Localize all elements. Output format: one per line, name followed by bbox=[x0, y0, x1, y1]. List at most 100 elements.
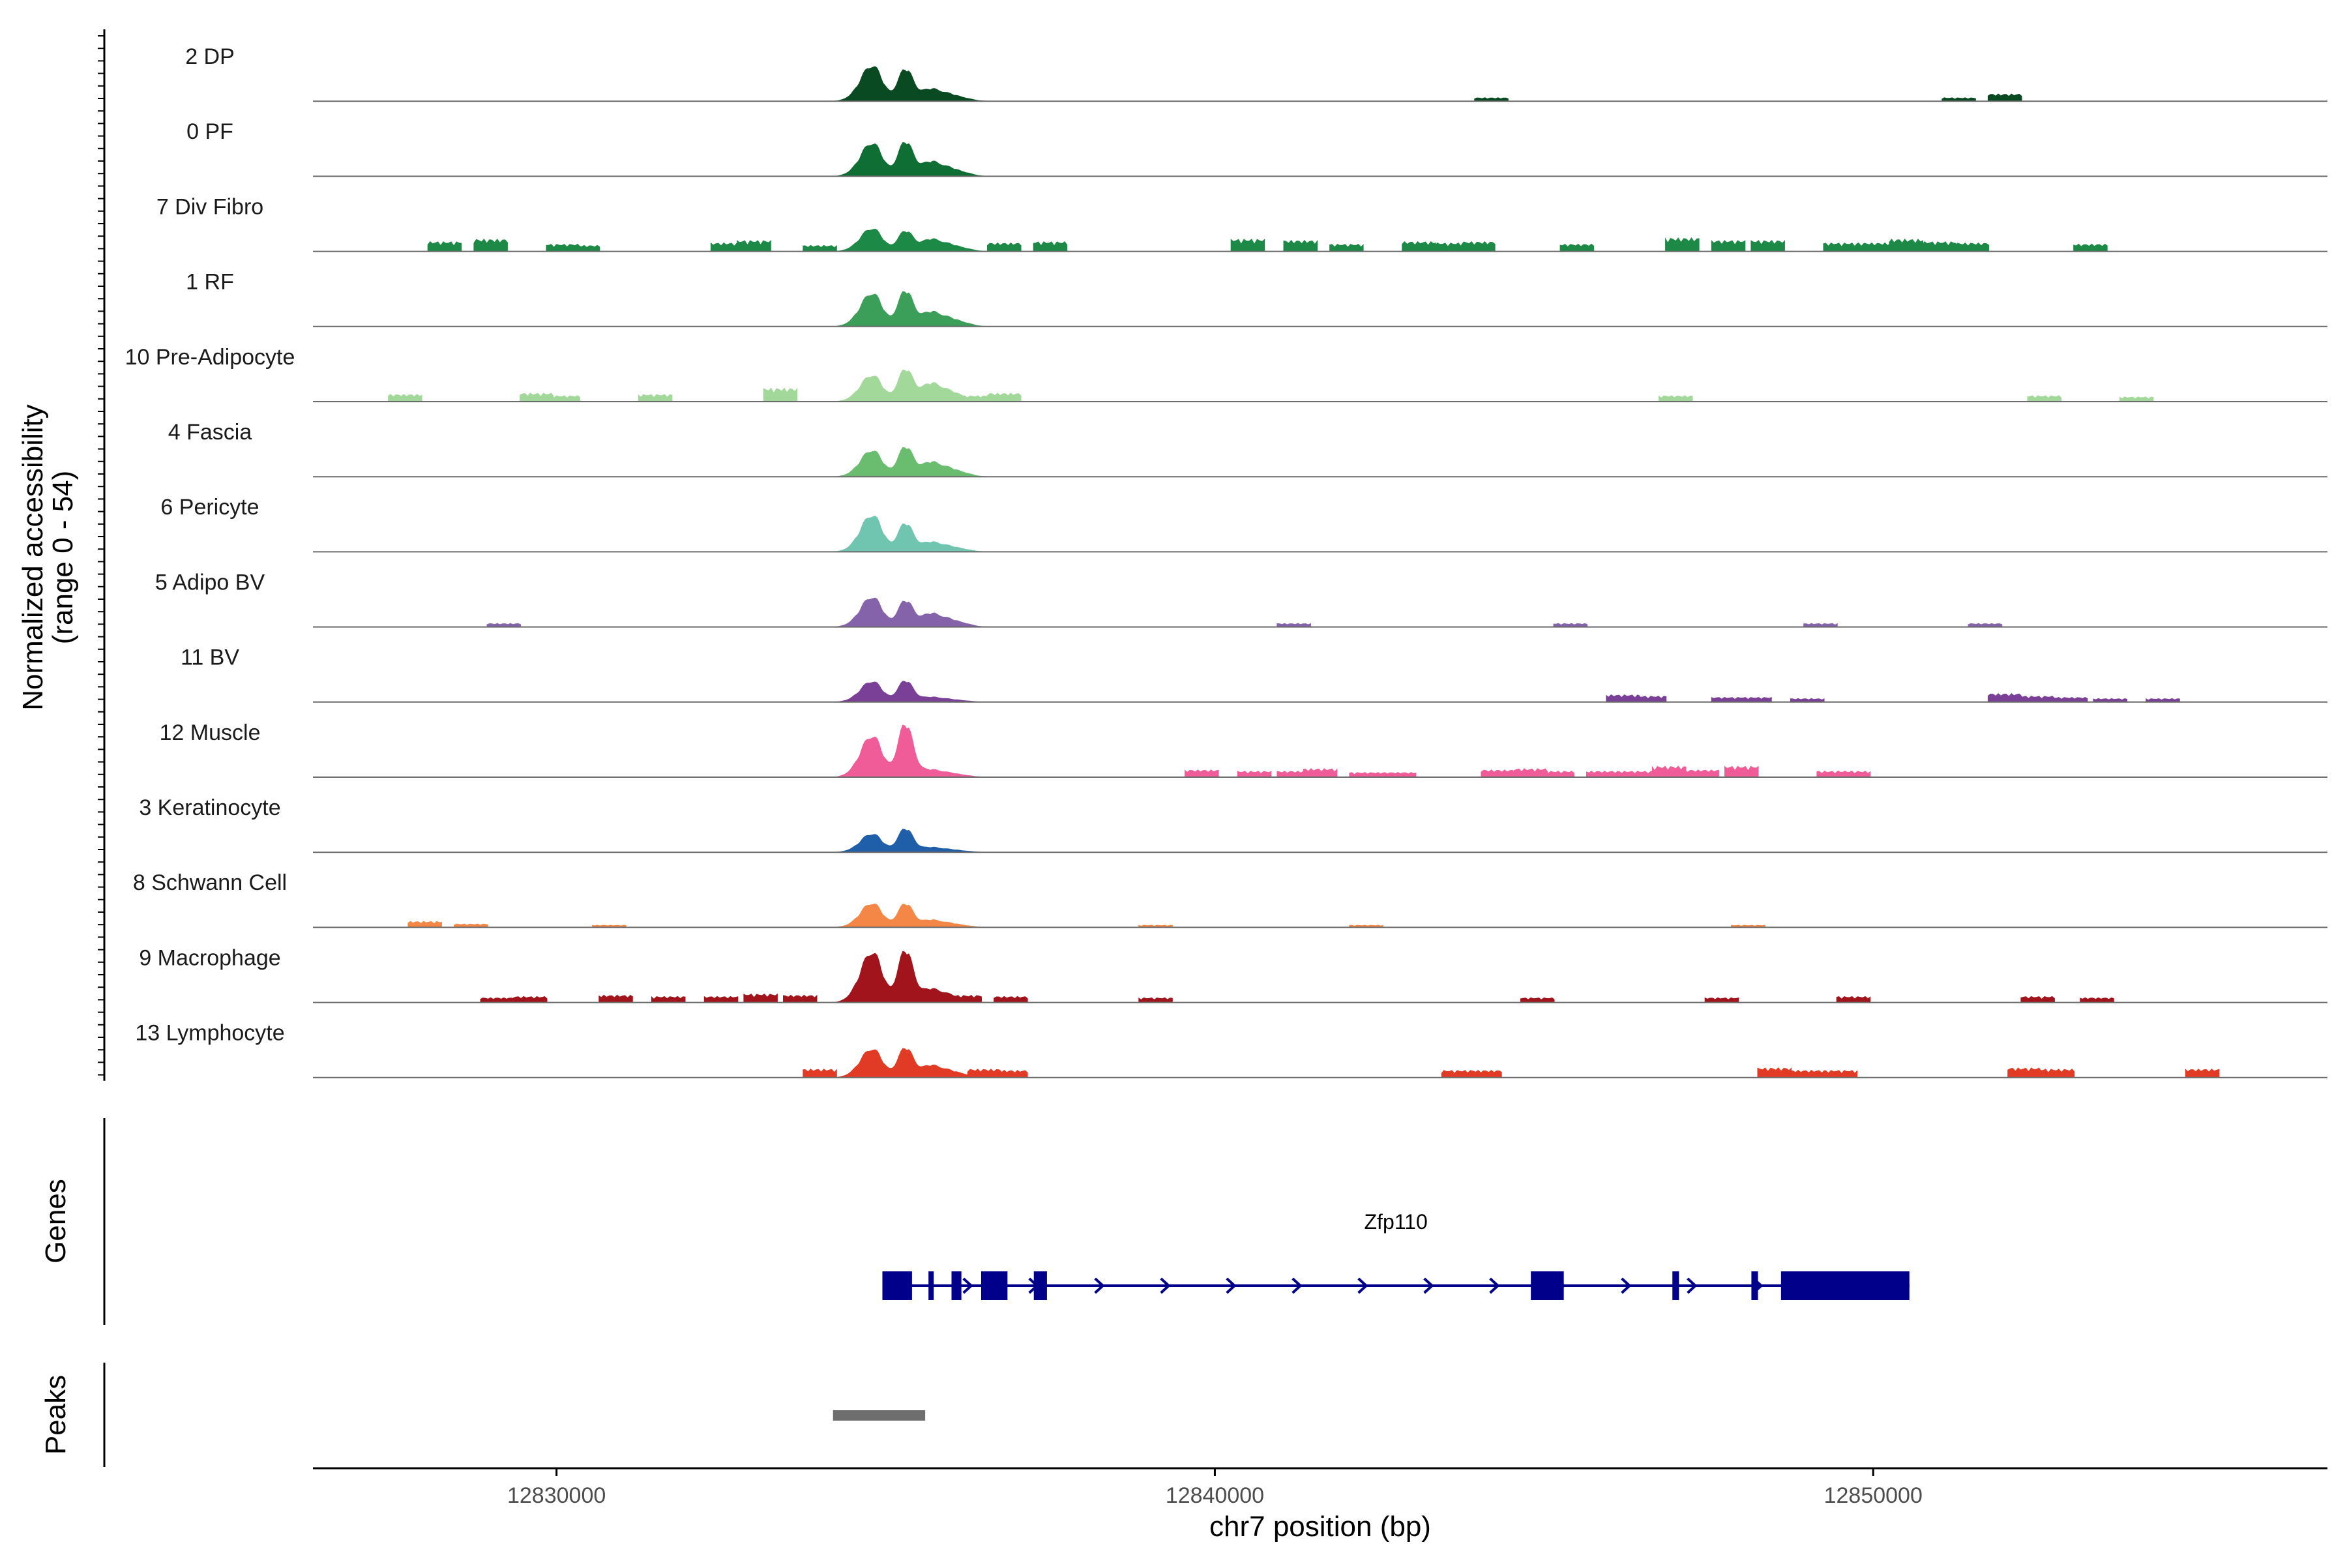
coverage-island bbox=[454, 923, 488, 928]
accessibility-tracks: 2 DP 0 PF 7 Div Fibro 1 RF 10 Pre-Adipocyte 4… bbox=[125, 44, 2327, 1078]
coverage-island bbox=[1381, 772, 1417, 777]
coverage-island bbox=[1402, 241, 1436, 252]
coverage-island bbox=[1033, 241, 1068, 252]
y-axis-title-line1: Normalized accessibility bbox=[17, 404, 49, 710]
coverage-island bbox=[1665, 237, 1700, 252]
coverage-island bbox=[1704, 997, 1739, 1003]
track-3-keratinocyte: 3 Keratinocyte bbox=[139, 795, 2327, 853]
coverage-island bbox=[763, 387, 798, 402]
track-9-macrophage: 9 Macrophage bbox=[139, 945, 2327, 1003]
coverage-island bbox=[1803, 623, 1838, 627]
track-label: 9 Macrophage bbox=[139, 945, 280, 970]
track-label: 2 DP bbox=[185, 44, 235, 69]
coverage-island bbox=[1619, 771, 1653, 777]
coverage-island bbox=[783, 994, 818, 1003]
coverage-island bbox=[1836, 771, 1871, 777]
track-12-muscle: 12 Muscle bbox=[160, 720, 2327, 778]
gene-exon bbox=[951, 1271, 962, 1300]
gene-exon bbox=[1780, 1271, 1910, 1300]
coverage-island bbox=[1823, 1070, 1857, 1078]
coverage-island bbox=[2007, 1067, 2042, 1078]
coverage-island bbox=[994, 1070, 1028, 1078]
track-label: 11 BV bbox=[181, 645, 239, 670]
coverage-island bbox=[1329, 244, 1364, 252]
coverage-island bbox=[1283, 239, 1318, 252]
coverage-island bbox=[513, 996, 548, 1003]
coverage-island bbox=[1685, 769, 1719, 777]
coverage-peak bbox=[800, 597, 1005, 628]
coverage-peak bbox=[800, 447, 1005, 477]
strand-arrow bbox=[1489, 1277, 1500, 1294]
track-label: 7 Div Fibro bbox=[156, 194, 263, 219]
coverage-island bbox=[638, 394, 673, 402]
coverage-island bbox=[2073, 243, 2108, 252]
coverage-island bbox=[2020, 696, 2055, 702]
coverage-island bbox=[1349, 772, 1383, 777]
strand-arrow bbox=[1160, 1277, 1171, 1294]
strand-arrow bbox=[1687, 1277, 1698, 1294]
track-7-div-fibro: 7 Div Fibro bbox=[156, 194, 2327, 252]
coverage-island bbox=[1468, 1070, 1502, 1078]
coverage-island bbox=[710, 242, 745, 252]
gene-exon bbox=[1531, 1271, 1564, 1300]
track-label: 4 Fascia bbox=[168, 420, 252, 445]
y-axis: Normalized accessibility(range 0 - 54) bbox=[17, 29, 106, 1081]
coverage-island bbox=[1553, 623, 1587, 627]
coverage-island bbox=[803, 244, 837, 252]
track-13-lymphocyte: 13 Lymphocyte bbox=[135, 1021, 2327, 1078]
coverage-peak bbox=[800, 141, 1005, 177]
coverage-island bbox=[1434, 243, 1469, 252]
strand-arrow bbox=[1357, 1277, 1368, 1294]
track-label: 8 Schwann Cell bbox=[133, 870, 287, 895]
track-0-pf: 0 PF bbox=[186, 119, 2327, 177]
coverage-island bbox=[1559, 243, 1595, 252]
coverage-peak bbox=[800, 724, 1005, 778]
x-axis: 12830000 12840000 12850000 chr7 position (b… bbox=[313, 1467, 2327, 1543]
coverage-island bbox=[947, 994, 982, 1003]
coverage-island bbox=[1277, 771, 1311, 777]
coverage-island bbox=[1941, 97, 1976, 102]
coverage-island bbox=[486, 623, 522, 627]
gene-name-label: Zfp110 bbox=[1365, 1210, 1428, 1234]
gene-exon bbox=[1033, 1271, 1047, 1300]
coverage-island bbox=[2027, 395, 2061, 402]
coverage-island bbox=[565, 244, 600, 252]
coverage-island bbox=[1185, 769, 1219, 777]
coverage-island bbox=[2040, 1069, 2075, 1078]
gene-exon bbox=[981, 1271, 1008, 1300]
coverage-island bbox=[1823, 243, 1857, 252]
track-label: 3 Keratinocyte bbox=[139, 795, 280, 820]
coverage-island bbox=[743, 993, 778, 1003]
coverage-island bbox=[1513, 768, 1548, 777]
coverage-island bbox=[1659, 395, 1693, 402]
coverage-island bbox=[1651, 765, 1687, 777]
coverage-peak bbox=[800, 681, 1005, 703]
coverage-island bbox=[1987, 93, 2022, 102]
coverage-island bbox=[1277, 623, 1311, 627]
coverage-island bbox=[1724, 765, 1759, 777]
coverage-island bbox=[994, 996, 1028, 1003]
coverage-island bbox=[1836, 996, 1871, 1003]
coverage-island bbox=[1737, 697, 1772, 702]
coverage-island bbox=[388, 394, 422, 402]
coverage-island bbox=[2185, 1069, 2220, 1078]
track-label: 0 PF bbox=[186, 119, 233, 144]
y-axis-title-line2: (range 0 - 54) bbox=[47, 471, 79, 645]
coverage-island bbox=[2093, 698, 2127, 702]
track-8-schwann-cell: 8 Schwann Cell bbox=[133, 870, 2327, 928]
coverage-island bbox=[1889, 239, 1923, 252]
track-label: 13 Lymphocyte bbox=[135, 1021, 284, 1046]
coverage-peak bbox=[800, 903, 1005, 928]
coverage-island bbox=[1968, 623, 2003, 627]
x-tick-label: 12850000 bbox=[1824, 1483, 1923, 1508]
coverage-peak bbox=[800, 516, 1005, 552]
genes-track: Genes Zfp110 bbox=[40, 1118, 1910, 1325]
coverage-island bbox=[703, 996, 739, 1003]
coverage-island bbox=[1711, 240, 1746, 252]
coverage-island bbox=[1441, 1070, 1476, 1078]
coverage-island bbox=[1237, 771, 1272, 777]
coverage-island bbox=[1750, 240, 1785, 252]
gene-exon bbox=[928, 1271, 934, 1300]
coverage-island bbox=[987, 242, 1022, 252]
